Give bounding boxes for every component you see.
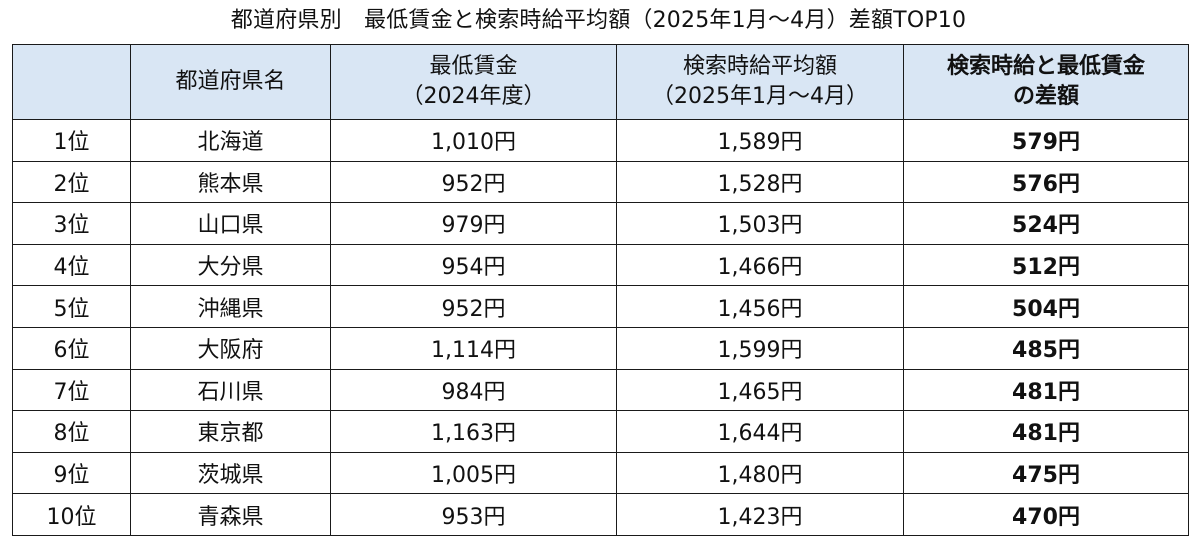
table-row: 9位 茨城県 1,005円 1,480円 475円: [12, 451, 1189, 495]
min-wage-cell: 1,163円: [330, 410, 617, 453]
search-wage-cell: 1,480円: [616, 451, 904, 495]
prefecture-cell: 熊本県: [130, 160, 331, 204]
table-row: 7位 石川県 984円 1,465円 481円: [12, 368, 1189, 412]
difference-cell: 576円: [903, 160, 1189, 204]
header-row: 都道府県名 最低賃金 （2024年度） 検索時給平均額 （2025年1月～4月）…: [12, 44, 1189, 120]
min-wage-cell: 954円: [330, 243, 617, 287]
ranking-table: 都道府県名 最低賃金 （2024年度） 検索時給平均額 （2025年1月～4月）…: [12, 44, 1189, 536]
min-wage-cell: 953円: [330, 493, 617, 536]
difference-cell: 475円: [903, 451, 1189, 495]
prefecture-cell: 石川県: [130, 368, 331, 412]
rank-cell: 7位: [12, 368, 131, 412]
header-min-wage-line2: （2024年度）: [401, 84, 546, 109]
difference-cell: 504円: [903, 285, 1189, 328]
prefecture-cell: 大分県: [130, 243, 331, 287]
header-search-wage-line2: （2025年1月～4月）: [652, 84, 868, 109]
difference-cell: 481円: [903, 410, 1189, 453]
search-wage-cell: 1,465円: [616, 368, 904, 412]
table-body: 1位 北海道 1,010円 1,589円 579円 2位 熊本県 952円 1,…: [12, 119, 1189, 536]
table-row: 4位 大分県 954円 1,466円 512円: [12, 243, 1189, 287]
difference-cell: 524円: [903, 202, 1189, 245]
min-wage-cell: 952円: [330, 160, 617, 204]
table-row: 8位 東京都 1,163円 1,644円 481円: [12, 410, 1189, 453]
rank-cell: 2位: [12, 160, 131, 204]
min-wage-cell: 984円: [330, 368, 617, 412]
header-difference-line2: の差額: [1012, 84, 1079, 109]
search-wage-cell: 1,423円: [616, 493, 904, 536]
rank-cell: 1位: [12, 119, 131, 162]
search-wage-cell: 1,528円: [616, 160, 904, 204]
rank-cell: 9位: [12, 451, 131, 495]
search-wage-cell: 1,503円: [616, 202, 904, 245]
prefecture-cell: 北海道: [130, 119, 331, 162]
min-wage-cell: 1,005円: [330, 451, 617, 495]
rank-cell: 6位: [12, 326, 131, 370]
rank-cell: 4位: [12, 243, 131, 287]
difference-cell: 481円: [903, 368, 1189, 412]
min-wage-cell: 1,114円: [330, 326, 617, 370]
prefecture-cell: 青森県: [130, 493, 331, 536]
rank-cell: 8位: [12, 410, 131, 453]
table-header: 都道府県名 最低賃金 （2024年度） 検索時給平均額 （2025年1月～4月）…: [12, 44, 1189, 120]
table-row: 3位 山口県 979円 1,503円 524円: [12, 202, 1189, 245]
prefecture-cell: 東京都: [130, 410, 331, 453]
difference-cell: 512円: [903, 243, 1189, 287]
difference-cell: 579円: [903, 119, 1189, 162]
header-min-wage: 最低賃金 （2024年度）: [330, 44, 617, 120]
header-difference: 検索時給と最低賃金 の差額: [903, 44, 1189, 120]
prefecture-cell: 沖縄県: [130, 285, 331, 328]
prefecture-cell: 大阪府: [130, 326, 331, 370]
table-row: 10位 青森県 953円 1,423円 470円: [12, 493, 1189, 536]
search-wage-cell: 1,644円: [616, 410, 904, 453]
search-wage-cell: 1,456円: [616, 285, 904, 328]
table-row: 6位 大阪府 1,114円 1,599円 485円: [12, 326, 1189, 370]
search-wage-cell: 1,599円: [616, 326, 904, 370]
difference-cell: 485円: [903, 326, 1189, 370]
min-wage-cell: 979円: [330, 202, 617, 245]
rank-cell: 10位: [12, 493, 131, 536]
rank-cell: 5位: [12, 285, 131, 328]
header-search-wage: 検索時給平均額 （2025年1月～4月）: [616, 44, 904, 120]
header-search-wage-line1: 検索時給平均額: [682, 54, 837, 79]
prefecture-cell: 山口県: [130, 202, 331, 245]
search-wage-cell: 1,466円: [616, 243, 904, 287]
header-prefecture: 都道府県名: [130, 44, 331, 120]
table-row: 5位 沖縄県 952円 1,456円 504円: [12, 285, 1189, 328]
header-rank: [12, 44, 131, 120]
table-row: 2位 熊本県 952円 1,528円 576円: [12, 160, 1189, 204]
header-min-wage-line1: 最低賃金: [429, 54, 518, 79]
search-wage-cell: 1,589円: [616, 119, 904, 162]
prefecture-cell: 茨城県: [130, 451, 331, 495]
rank-cell: 3位: [12, 202, 131, 245]
difference-cell: 470円: [903, 493, 1189, 536]
min-wage-cell: 952円: [330, 285, 617, 328]
page-title: 都道府県別 最低賃金と検索時給平均額（2025年1月～4月）差額TOP10: [230, 8, 967, 33]
table-row: 1位 北海道 1,010円 1,589円 579円: [12, 119, 1189, 162]
min-wage-cell: 1,010円: [330, 119, 617, 162]
header-difference-line1: 検索時給と最低賃金: [946, 54, 1145, 79]
